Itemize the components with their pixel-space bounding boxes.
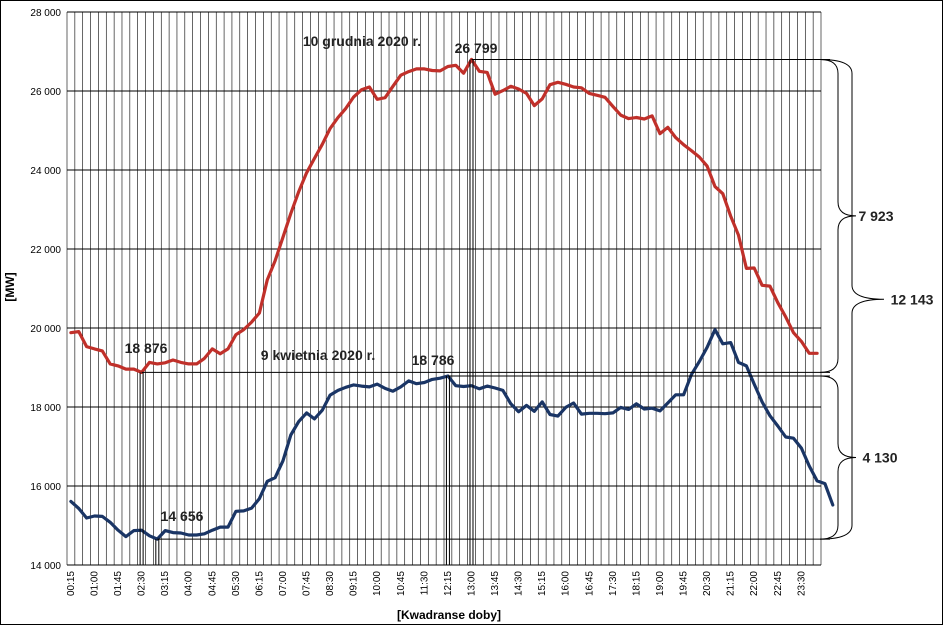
brace-label-2: 4 130 — [862, 450, 897, 466]
x-tick-label: 11:30 — [419, 571, 430, 596]
x-tick-label: 04:00 — [184, 571, 195, 596]
x-tick-label: 03:15 — [160, 571, 171, 596]
annotation-series-title-0: 10 grudnia 2020 r. — [303, 33, 421, 49]
annotation-max-0: 26 799 — [455, 40, 498, 56]
y-tick-label: 22 000 — [30, 245, 61, 256]
brace-1 — [819, 58, 885, 540]
brace-0 — [819, 58, 857, 373]
series-line-1 — [69, 328, 835, 541]
x-tick-label: 22:00 — [749, 571, 760, 596]
x-tick-label: 02:30 — [137, 571, 148, 596]
x-tick-label: 10:00 — [372, 571, 383, 596]
x-tick-label: 21:15 — [726, 571, 737, 596]
x-tick-label: 10:45 — [396, 571, 407, 596]
annotations: 10 grudnia 2020 r. 9 kwietnia 2020 r. 26 7… — [125, 33, 498, 524]
x-tick-label: 23:30 — [796, 571, 807, 596]
x-tick-label: 12:15 — [443, 571, 454, 596]
y-tick-label: 24 000 — [30, 166, 61, 177]
x-tick-label: 08:30 — [325, 571, 336, 596]
x-tick-label: 01:00 — [89, 571, 100, 596]
x-tick-label: 19:45 — [679, 571, 690, 596]
y-tick-label: 28 000 — [30, 8, 61, 19]
x-tick-label: 04:45 — [207, 571, 218, 596]
annotation-min-1: 14 656 — [161, 508, 204, 524]
brace-label-0: 7 923 — [858, 208, 893, 224]
x-tick-label: 15:15 — [537, 571, 548, 596]
y-tick-label: 18 000 — [30, 403, 61, 414]
y-tick-label: 16 000 — [30, 482, 61, 493]
braces: 7 923 12 143 4 130 — [819, 58, 934, 540]
annotation-series-title-1: 9 kwietnia 2020 r. — [261, 347, 375, 363]
x-tick-label: 13:45 — [490, 571, 501, 596]
x-tick-label: 07:45 — [302, 571, 313, 596]
grid — [66, 11, 822, 566]
x-tick-label: 18:15 — [631, 571, 642, 596]
x-tick-label: 07:00 — [278, 571, 289, 596]
x-tick-label: 16:00 — [561, 571, 572, 596]
y-axis-label: [MW] — [3, 272, 17, 301]
y-tick-label: 26 000 — [30, 87, 61, 98]
x-tick-label: 19:00 — [655, 571, 666, 596]
x-tick-label: 20:30 — [702, 571, 713, 596]
x-tick-label: 09:15 — [349, 571, 360, 596]
series-lines — [69, 57, 835, 541]
brace-label-1: 12 143 — [891, 291, 934, 307]
series-line-0 — [69, 57, 819, 374]
reference-lines — [139, 58, 830, 565]
brace-2 — [819, 375, 857, 540]
y-axis: 14 000 16 000 18 000 20 000 22 000 24 000 26 0… — [30, 8, 61, 572]
x-axis-label: [Kwadranse doby] — [397, 608, 501, 622]
y-tick-label: 14 000 — [30, 561, 61, 572]
y-tick-label: 20 000 — [30, 324, 61, 335]
x-tick-label: 06:15 — [254, 571, 265, 596]
x-tick-label: 05:30 — [231, 571, 242, 596]
x-tick-label: 16:45 — [584, 571, 595, 596]
annotation-min-0: 18 876 — [125, 340, 168, 356]
annotation-max-1: 18 786 — [412, 352, 455, 368]
x-axis: 00:15 01:00 01:45 02:30 03:15 04:00 04:45 05:30… — [66, 571, 807, 596]
x-tick-label: 00:15 — [66, 571, 77, 596]
x-tick-label: 13:00 — [466, 571, 477, 596]
x-tick-label: 14:30 — [514, 571, 525, 596]
x-tick-label: 22:45 — [773, 571, 784, 596]
x-tick-label: 01:45 — [113, 571, 124, 596]
x-tick-label: 17:30 — [608, 571, 619, 596]
